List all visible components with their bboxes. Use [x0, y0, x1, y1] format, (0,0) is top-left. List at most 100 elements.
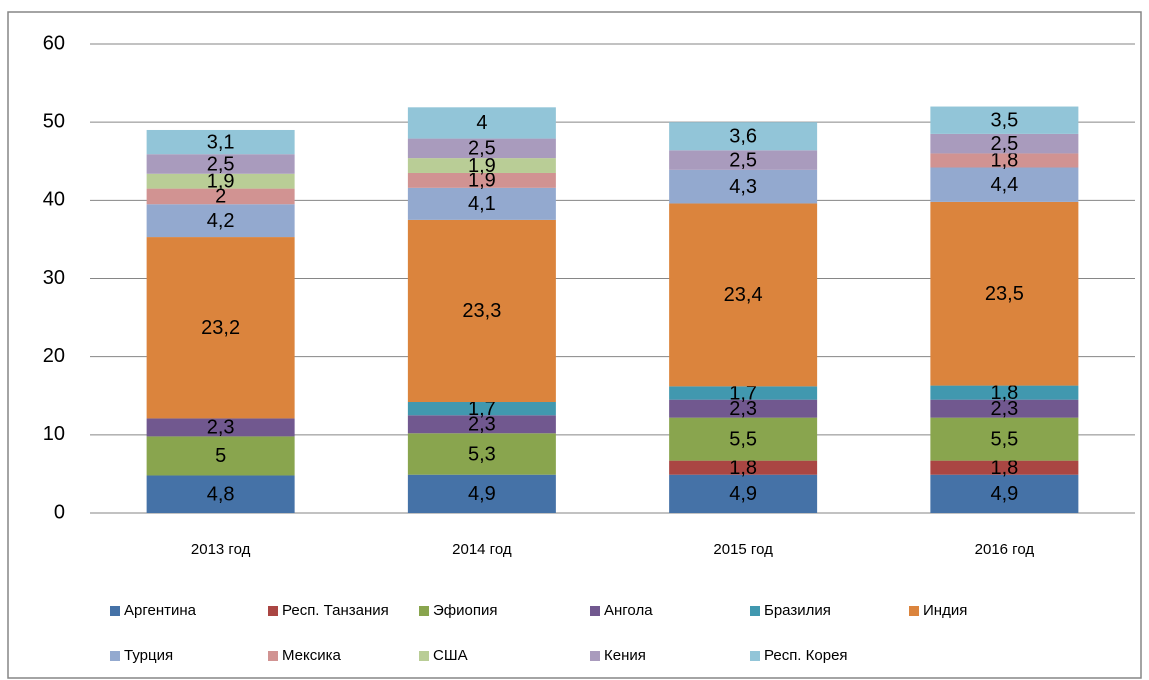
- data-label: 5,3: [468, 443, 496, 465]
- bar-segment: [930, 399, 1079, 418]
- data-label: 2,3: [207, 417, 235, 439]
- bar-segment: [146, 418, 295, 437]
- y-tick-label: 50: [43, 110, 65, 132]
- bar-segment: [407, 107, 556, 139]
- bar-segment: [407, 402, 556, 416]
- bar-segment: [146, 436, 295, 476]
- data-label: 4,4: [990, 174, 1018, 196]
- bar-segment: [669, 474, 818, 513]
- bar-segment: [669, 386, 818, 400]
- data-label: 1,9: [468, 170, 496, 192]
- data-label: 3,6: [729, 126, 757, 148]
- bar-segment: [669, 203, 818, 387]
- data-label: 3,5: [990, 109, 1018, 131]
- legend-label: Аргентина: [124, 602, 197, 619]
- legend-marker: [419, 606, 429, 616]
- bar-segment: [146, 154, 295, 174]
- data-label: 2,5: [990, 133, 1018, 155]
- bar-segment: [407, 415, 556, 434]
- legend-marker: [750, 606, 760, 616]
- legend-marker: [909, 606, 919, 616]
- data-label: 5,5: [729, 428, 757, 450]
- bar-segment: [930, 474, 1079, 513]
- legend-label: Кения: [604, 647, 646, 664]
- legend-label: Эфиопия: [433, 602, 497, 619]
- data-label: 4,3: [729, 176, 757, 198]
- bar-segment: [407, 219, 556, 403]
- bar-segment: [407, 138, 556, 159]
- bar-segment: [930, 133, 1079, 154]
- legend-label: Мексика: [282, 647, 342, 664]
- data-label: 23,4: [724, 284, 763, 306]
- data-label: 2,3: [990, 398, 1018, 420]
- legend-label: Ангола: [604, 602, 653, 619]
- legend-label: Респ. Танзания: [282, 602, 389, 619]
- data-label: 23,3: [462, 300, 501, 322]
- legend-marker: [110, 606, 120, 616]
- bar-segment: [669, 399, 818, 418]
- bar-segment: [146, 237, 295, 419]
- x-tick-label: 2016 год: [975, 541, 1035, 558]
- data-label: 4,9: [468, 483, 496, 505]
- y-tick-label: 60: [43, 32, 65, 54]
- data-label: 1,7: [729, 382, 757, 404]
- data-label: 1,7: [468, 398, 496, 420]
- bar-segment: [407, 172, 556, 188]
- bar-segment: [930, 460, 1079, 475]
- y-tick-label: 30: [43, 267, 65, 289]
- legend-label: США: [433, 647, 468, 664]
- data-label: 4,1: [468, 193, 496, 215]
- y-tick-label: 40: [43, 189, 65, 211]
- legend-marker: [750, 651, 760, 661]
- bar-segment: [146, 188, 295, 205]
- data-label: 4,8: [207, 484, 235, 506]
- data-label: 1,8: [990, 150, 1018, 172]
- legend-label: Индия: [923, 602, 967, 619]
- data-label: 23,2: [201, 317, 240, 339]
- data-label: 2,3: [468, 414, 496, 436]
- data-label: 5,5: [990, 428, 1018, 450]
- data-label: 1,9: [468, 155, 496, 177]
- x-tick-label: 2014 год: [452, 541, 512, 558]
- bar-segment: [669, 150, 818, 170]
- legend-marker: [110, 651, 120, 661]
- y-tick-label: 0: [54, 501, 65, 523]
- x-tick-label: 2013 год: [191, 541, 251, 558]
- bar-segment: [669, 122, 818, 151]
- bar-segment: [669, 169, 818, 204]
- data-label: 2,5: [207, 153, 235, 175]
- bar-segment: [930, 385, 1079, 400]
- bar-segment: [407, 433, 556, 475]
- data-label: 4,9: [729, 483, 757, 505]
- data-label: 23,5: [985, 283, 1024, 305]
- y-tick-label: 20: [43, 345, 65, 367]
- bar-segment: [669, 460, 818, 475]
- data-label: 2,5: [729, 149, 757, 171]
- legend-marker: [590, 606, 600, 616]
- legend-marker: [590, 651, 600, 661]
- data-label: 4,2: [207, 210, 235, 232]
- bar-segment: [930, 106, 1079, 134]
- bar-segment: [407, 158, 556, 173]
- chart-frame: [7, 11, 1142, 679]
- bar-segment: [930, 153, 1079, 168]
- data-label: 4,9: [990, 483, 1018, 505]
- bar-segment: [146, 204, 295, 238]
- data-label: 3,1: [207, 131, 235, 153]
- legend-marker: [268, 651, 278, 661]
- data-label: 1,8: [990, 457, 1018, 479]
- x-tick-label: 2015 год: [713, 541, 773, 558]
- bar-segment: [146, 173, 295, 189]
- bar-segment: [669, 417, 818, 461]
- bar-segment: [407, 187, 556, 220]
- bar-segment: [407, 474, 556, 513]
- bar-segment: [930, 167, 1079, 202]
- data-label: 2: [215, 186, 226, 208]
- data-label: 1,8: [990, 382, 1018, 404]
- data-label: 5: [215, 445, 226, 467]
- data-label: 2,3: [729, 398, 757, 420]
- legend-marker: [419, 651, 429, 661]
- legend-label: Бразилия: [764, 602, 831, 619]
- data-label: 4: [476, 112, 487, 134]
- bar-segment: [146, 129, 295, 155]
